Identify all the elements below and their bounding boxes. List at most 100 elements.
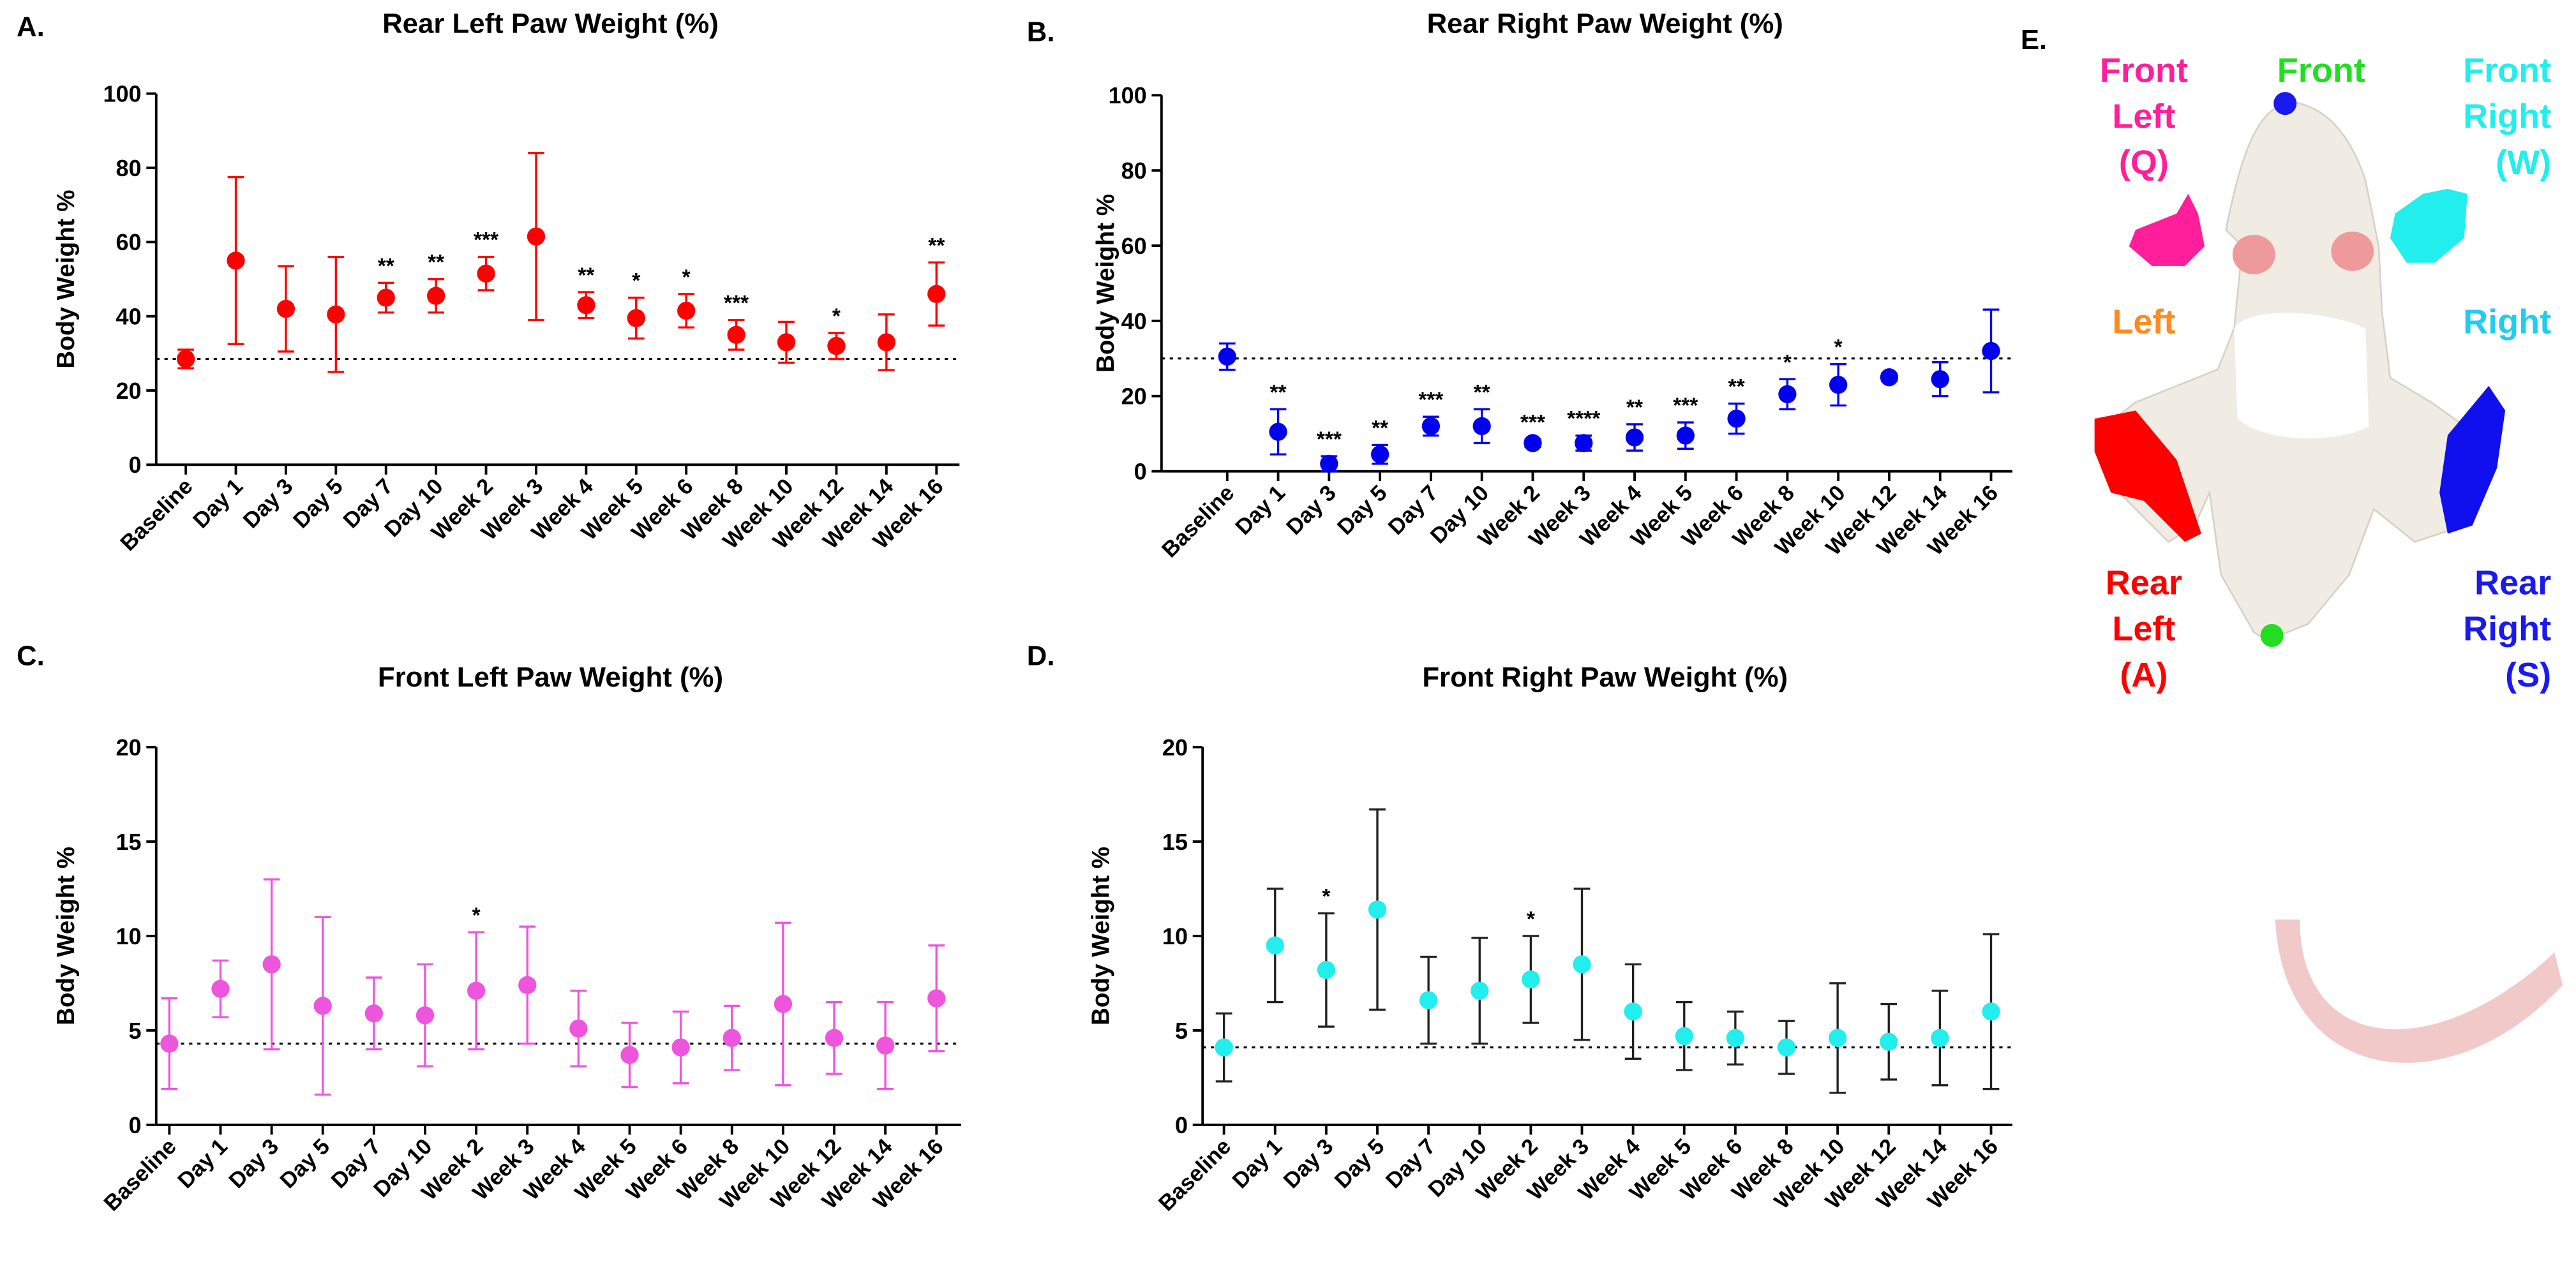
paw-label: (W) <box>2496 144 2551 182</box>
y-tick-label: 10 <box>1162 923 1188 949</box>
y-tick-label: 20 <box>116 378 142 404</box>
x-tick-label: Baseline <box>1154 1134 1236 1216</box>
data-point <box>1368 900 1387 919</box>
significance-label: *** <box>724 292 749 315</box>
data-point <box>1575 434 1593 452</box>
data-point <box>176 350 195 368</box>
data-point <box>1880 368 1899 387</box>
paw-label: Left <box>2112 98 2175 136</box>
paw-label: (A) <box>2120 656 2168 694</box>
data-point <box>1471 981 1489 1000</box>
data-point <box>1624 1002 1642 1021</box>
data-point <box>627 309 645 327</box>
significance-label: * <box>832 304 841 328</box>
x-tick-label: Day 3 <box>1279 1134 1338 1193</box>
x-tick-label: Day 3 <box>1282 480 1340 539</box>
data-point <box>774 995 793 1013</box>
panel-label: B. <box>1027 16 1055 47</box>
significance-label: ** <box>578 264 594 287</box>
data-point <box>927 285 946 303</box>
data-point <box>1931 1029 1949 1047</box>
significance-label: * <box>1322 885 1330 909</box>
y-tick-label: 10 <box>116 923 142 949</box>
data-point <box>276 299 296 318</box>
paw-label: Left <box>2112 302 2175 341</box>
y-axis-label: Body Weight % <box>52 190 80 368</box>
significance-label: ** <box>1728 375 1745 399</box>
y-tick-label: 40 <box>1121 308 1147 334</box>
front-marker <box>2273 92 2297 115</box>
rear-marker <box>2260 623 2284 648</box>
data-point <box>527 227 546 246</box>
chart-title: Rear Left Paw Weight (%) <box>382 8 719 39</box>
data-point <box>1676 426 1695 445</box>
data-point <box>262 955 281 974</box>
data-point <box>620 1046 639 1064</box>
data-point <box>1573 955 1591 974</box>
data-point <box>160 1034 179 1053</box>
paw-label: Right <box>2463 302 2551 341</box>
x-tick-label: Day 5 <box>276 1134 334 1193</box>
significance-label: * <box>1834 336 1843 359</box>
x-tick-label: Baseline <box>116 474 198 556</box>
rear-left-paw <box>2094 410 2201 542</box>
data-point <box>1931 370 1949 389</box>
paw-label: Front <box>2277 52 2365 90</box>
paw-label: Rear <box>2106 564 2182 602</box>
panel-label: A. <box>17 11 45 43</box>
y-tick-label: 0 <box>129 452 142 478</box>
significance-label: * <box>472 904 481 928</box>
x-tick-label: Baseline <box>1157 480 1239 562</box>
x-tick-label: Day 3 <box>225 1134 283 1193</box>
panel-label: C. <box>17 640 45 671</box>
significance-label: ** <box>1270 381 1287 405</box>
data-point <box>1421 417 1441 436</box>
data-point <box>1215 1038 1233 1057</box>
data-point <box>1472 417 1491 436</box>
panel-label: D. <box>1027 640 1055 671</box>
y-tick-label: 0 <box>1175 1112 1188 1138</box>
data-point <box>1218 347 1236 366</box>
data-point <box>518 976 537 995</box>
significance-label: *** <box>1673 394 1698 418</box>
significance-label: ** <box>1372 417 1388 440</box>
significance-label: ** <box>928 234 945 258</box>
significance-label: * <box>1527 908 1535 932</box>
y-tick-label: 5 <box>129 1018 142 1044</box>
data-point <box>1982 341 2000 360</box>
paw-label: Rear <box>2475 564 2551 602</box>
data-point <box>1419 991 1438 1009</box>
data-point <box>1266 936 1284 955</box>
significance-label: ** <box>378 255 394 278</box>
data-point <box>426 286 446 305</box>
chart-title: Front Left Paw Weight (%) <box>378 662 723 693</box>
data-point <box>723 1029 741 1047</box>
data-point <box>327 305 345 323</box>
y-tick-label: 80 <box>116 155 142 181</box>
paw-label: Right <box>2463 98 2551 136</box>
significance-label: ** <box>1626 396 1643 420</box>
y-tick-label: 100 <box>1109 82 1147 108</box>
y-tick-label: 5 <box>1175 1018 1188 1044</box>
data-point <box>1320 454 1338 473</box>
front-left-paw <box>2129 193 2205 266</box>
front-right-paw <box>2390 188 2467 263</box>
significance-label: *** <box>1520 411 1545 435</box>
data-point <box>1778 385 1797 403</box>
data-point <box>1726 1029 1745 1047</box>
significance-label: **** <box>1567 407 1600 431</box>
x-tick-label: Day 5 <box>288 474 347 533</box>
data-point <box>569 1019 588 1038</box>
y-tick-label: 60 <box>116 229 142 255</box>
data-point <box>364 1004 384 1023</box>
chart-title: Rear Right Paw Weight (%) <box>1427 8 1783 39</box>
data-point <box>1317 961 1336 979</box>
data-point <box>377 288 395 307</box>
panel-label: E. <box>2021 24 2047 56</box>
rat-ear <box>2232 235 2275 274</box>
x-tick-label: Day 3 <box>239 474 297 533</box>
significance-label: *** <box>1418 389 1443 412</box>
data-point <box>1829 375 1848 394</box>
rat-ear <box>2331 231 2374 271</box>
